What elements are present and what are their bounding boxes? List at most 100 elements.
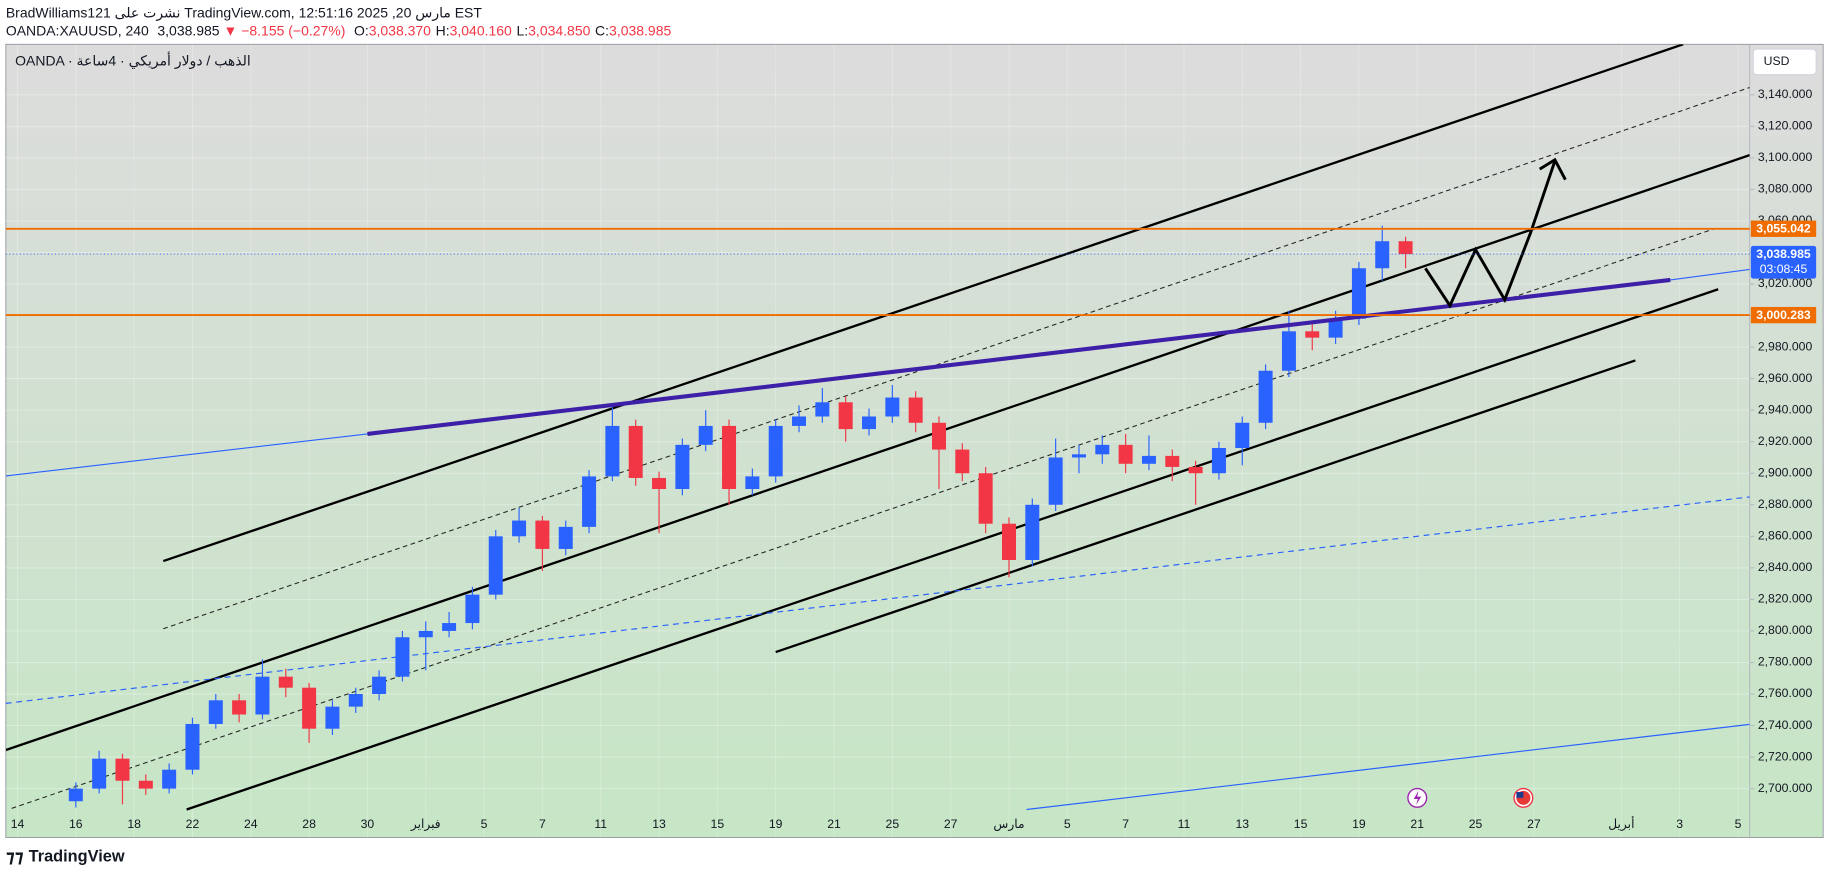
ohlc-value: 3,038.985 — [609, 22, 671, 38]
candle-body — [1305, 331, 1320, 338]
y-tick-label: 3,140.000 — [1758, 87, 1813, 101]
candle-body — [1375, 241, 1390, 269]
x-tick-label: 5 — [1735, 817, 1742, 831]
last-price: 3,038.985 — [157, 22, 219, 38]
ohlc: O:3,038.370 H:3,040.160 L:3,034.850 C:3,038… — [354, 22, 672, 38]
candle-body — [1188, 466, 1203, 474]
candle-body — [1095, 444, 1110, 455]
candle-body — [885, 397, 900, 417]
y-tick-label: 3,100.000 — [1758, 150, 1813, 164]
ohlc-value: 3,034.850 — [528, 22, 590, 38]
candle-body — [698, 425, 713, 445]
channel-line — [162, 44, 1684, 563]
candle-body — [1235, 422, 1250, 449]
ohlc-key: O: — [354, 22, 369, 38]
x-tick-label: 5 — [1064, 817, 1071, 831]
candle-body — [582, 476, 597, 527]
chart-title: OANDA · الذهب / دولار أمريكي · 4ساعة — [15, 52, 251, 70]
publisher-line: BradWilliams121 نشرت على TradingView.com… — [6, 5, 483, 22]
last-price-label: 3,038.985 — [1756, 247, 1811, 261]
candle-body — [1351, 268, 1366, 319]
candle-body — [255, 676, 270, 715]
y-tick-label: 2,800.000 — [1758, 623, 1813, 637]
ray-line — [5, 433, 368, 477]
x-tick-label: مارس — [993, 817, 1024, 832]
x-tick-label: 27 — [944, 817, 958, 831]
blue-dashed-line — [5, 496, 1750, 704]
candle-body — [1048, 457, 1063, 505]
level-tag — [1750, 306, 1817, 324]
level-tag — [1750, 220, 1817, 237]
channel-line — [186, 288, 1719, 811]
y-tick-label: 2,700.000 — [1758, 781, 1813, 795]
candle-body — [862, 416, 877, 430]
x-tick-label: 13 — [652, 817, 666, 831]
candle-body — [488, 536, 503, 595]
x-tick-label: 15 — [1294, 817, 1308, 831]
countdown-label: 03:08:45 — [1760, 262, 1808, 276]
candle-body — [465, 594, 480, 624]
x-tick-label: 27 — [1527, 817, 1541, 831]
candle-body — [768, 425, 783, 477]
y-tick-label: 3,080.000 — [1758, 182, 1813, 196]
price-change: ▼ −8.155 (−0.27%) — [223, 22, 345, 38]
level-label: 3,000.283 — [1756, 308, 1811, 322]
x-tick-label: 24 — [244, 817, 258, 831]
channel-line — [775, 359, 1636, 654]
x-tick-label: 16 — [69, 817, 83, 831]
x-tick-label: 7 — [1122, 817, 1129, 831]
ohlc-value: 3,038.370 — [369, 22, 431, 38]
candle-body — [68, 788, 83, 802]
purple-trendline — [367, 277, 1671, 436]
x-tick-label: 5 — [481, 817, 488, 831]
candle-body — [1118, 444, 1133, 464]
y-tick-label: 2,740.000 — [1758, 718, 1813, 732]
x-tick-label: 15 — [711, 817, 725, 831]
level-label: 3,055.042 — [1756, 222, 1811, 236]
candle-body — [162, 769, 177, 789]
flag-canton — [1516, 792, 1524, 798]
blue-line — [1026, 723, 1750, 811]
candle-body — [1025, 504, 1040, 560]
x-tick-label: 25 — [886, 817, 900, 831]
candle-body — [978, 473, 993, 524]
projection-path — [1424, 160, 1557, 309]
ray-line — [1670, 268, 1750, 281]
candle-body — [325, 706, 340, 729]
y-tick-label: 2,780.000 — [1758, 655, 1813, 669]
candle-body — [1071, 454, 1086, 458]
candle-body — [1281, 331, 1296, 371]
y-tick-label: 2,840.000 — [1758, 560, 1813, 574]
brand-logo: ⁊⁊ TradingView — [6, 846, 125, 866]
y-tick-label: 2,860.000 — [1758, 529, 1813, 543]
y-tick-label: 2,760.000 — [1758, 686, 1813, 700]
y-tick-label: 3,120.000 — [1758, 119, 1813, 133]
y-tick-label: 2,960.000 — [1758, 371, 1813, 385]
candle-body — [512, 520, 527, 537]
candle-body — [232, 700, 247, 715]
candle-body — [1328, 318, 1343, 338]
candle-body — [1001, 523, 1016, 560]
drawings — [5, 44, 1750, 811]
candle-body — [675, 444, 690, 490]
lightning-icon — [1413, 790, 1422, 805]
candle-body — [652, 477, 667, 490]
candle-body — [605, 425, 620, 477]
candle-body — [1211, 448, 1226, 474]
candle-body — [838, 402, 853, 430]
x-tick-label: 19 — [1352, 817, 1366, 831]
x-tick-label: 21 — [1410, 817, 1424, 831]
candle-body — [792, 416, 807, 426]
candle-body — [278, 676, 293, 688]
y-tick-label: 2,820.000 — [1758, 592, 1813, 606]
x-tick-label: 3 — [1676, 817, 1683, 831]
y-tick-label: 3,020.000 — [1758, 276, 1813, 290]
projection-arrowhead — [1538, 157, 1567, 181]
currency-button[interactable] — [1752, 48, 1817, 76]
x-tick-label: 22 — [186, 817, 200, 831]
channel-dashed — [11, 228, 1715, 809]
drawings-top — [367, 157, 1671, 436]
